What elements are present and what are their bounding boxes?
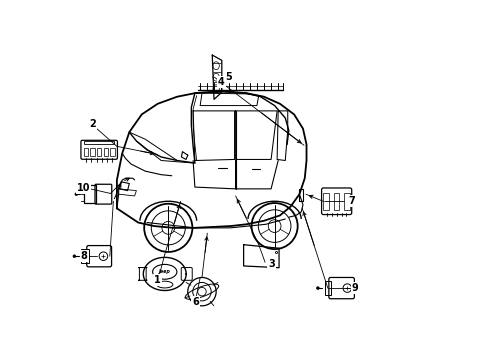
Bar (333, 193, 339, 210)
Bar (84, 140, 114, 144)
Text: 4: 4 (218, 77, 224, 87)
Text: 2: 2 (89, 120, 96, 129)
Circle shape (75, 193, 78, 195)
Bar (103, 148, 108, 156)
Bar (90, 148, 95, 156)
Text: 3: 3 (267, 259, 274, 269)
Text: 6: 6 (192, 297, 199, 307)
Text: 8: 8 (81, 251, 87, 261)
Bar (325, 281, 331, 295)
Text: 9: 9 (351, 283, 358, 293)
Bar (84, 185, 96, 203)
Bar (344, 193, 349, 210)
Bar (97, 148, 101, 156)
Text: 5: 5 (225, 72, 232, 81)
Circle shape (316, 287, 319, 289)
Bar (110, 148, 114, 156)
Bar (81, 249, 89, 263)
Text: Jeep: Jeep (159, 269, 170, 274)
Text: 10: 10 (76, 183, 90, 193)
Bar (323, 193, 328, 210)
Text: 1: 1 (154, 275, 161, 285)
Circle shape (73, 255, 76, 258)
Text: 7: 7 (348, 196, 355, 206)
Bar (83, 148, 88, 156)
